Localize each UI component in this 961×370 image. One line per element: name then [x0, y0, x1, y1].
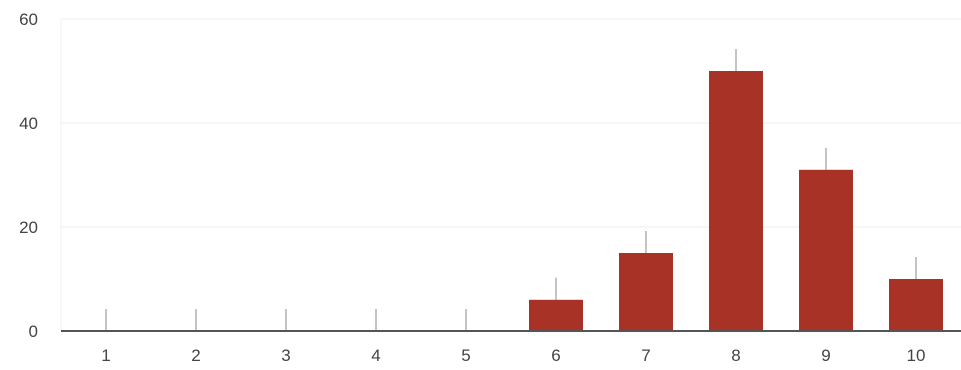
x-tick-label: 1 [101, 346, 110, 365]
bar-9 [799, 169, 853, 331]
x-tick-label: 9 [821, 346, 830, 365]
x-tick-label: 10 [907, 346, 926, 365]
x-tick-label: 8 [731, 346, 740, 365]
x-tick-label: 7 [641, 346, 650, 365]
bar-10 [889, 279, 943, 331]
x-tick-label: 2 [191, 346, 200, 365]
bar-6 [529, 299, 583, 331]
x-tick-label: 5 [461, 346, 470, 365]
y-tick-label: 60 [19, 10, 38, 29]
y-tick-label: 40 [19, 114, 38, 133]
x-tick-label: 3 [281, 346, 290, 365]
axes [60, 19, 961, 332]
bar-8 [709, 71, 763, 331]
x-tick-label: 4 [371, 346, 380, 365]
y-tick-label: 0 [29, 322, 38, 341]
bars [105, 49, 943, 331]
bar-7 [619, 253, 673, 331]
tick-labels: 0 20 40 60 1 2 3 4 5 6 7 8 9 10 [19, 10, 925, 365]
y-tick-label: 20 [19, 218, 38, 237]
x-tick-label: 6 [551, 346, 560, 365]
